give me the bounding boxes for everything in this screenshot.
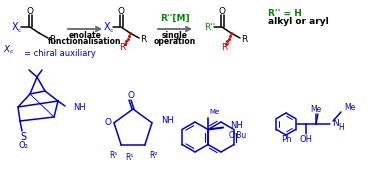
Text: Me: Me (310, 104, 322, 113)
Text: c: c (110, 28, 113, 33)
Text: R¹: R¹ (109, 151, 117, 160)
Text: Me: Me (344, 104, 355, 113)
Text: functionalisation: functionalisation (48, 37, 122, 47)
Text: Me: Me (209, 110, 219, 115)
Text: R: R (140, 35, 146, 43)
Text: NH: NH (230, 121, 243, 130)
Text: Ph: Ph (281, 134, 291, 144)
Text: R: R (49, 35, 55, 43)
Text: NH: NH (73, 104, 86, 113)
Text: O₂: O₂ (18, 142, 28, 150)
Text: O: O (127, 90, 135, 100)
Text: c: c (17, 28, 21, 33)
Text: R: R (241, 35, 247, 43)
Text: N: N (332, 119, 339, 127)
Text: X: X (104, 22, 111, 32)
Text: single: single (162, 31, 188, 41)
Text: R'': R'' (204, 22, 215, 31)
Text: R¹: R¹ (125, 153, 133, 162)
Text: O: O (104, 118, 112, 127)
Text: X: X (12, 22, 19, 32)
Text: R': R' (119, 43, 129, 52)
Text: alkyl or aryl: alkyl or aryl (268, 18, 329, 26)
Text: H: H (338, 123, 344, 132)
Text: OᵗBu: OᵗBu (229, 131, 247, 140)
Text: O: O (118, 7, 124, 16)
Text: NH: NH (161, 116, 174, 125)
Text: R': R' (221, 43, 229, 52)
Text: R'' = H: R'' = H (268, 9, 302, 18)
Text: R''[M]: R''[M] (160, 14, 190, 22)
Text: R²: R² (149, 151, 157, 160)
Text: O: O (218, 7, 226, 16)
Text: S: S (20, 132, 26, 142)
Text: operation: operation (154, 37, 196, 47)
Text: enolate: enolate (68, 31, 101, 41)
Text: $X_c$: $X_c$ (3, 44, 15, 56)
Text: O: O (26, 7, 34, 16)
Text: OH: OH (299, 134, 313, 144)
Text: = chiral auxiliary: = chiral auxiliary (24, 49, 96, 58)
